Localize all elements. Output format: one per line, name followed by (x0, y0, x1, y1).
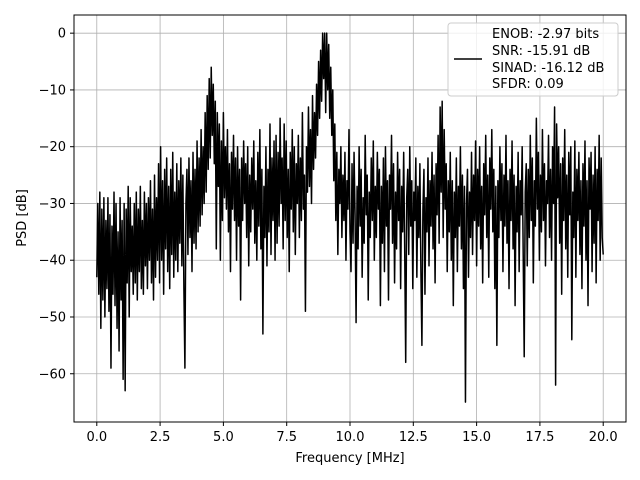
psd-series-line (96, 32, 604, 403)
x-tick-label: 5.0 (213, 430, 234, 445)
legend-box (447, 22, 619, 97)
x-tick-label: 2.5 (150, 430, 171, 445)
x-tick-label: 10.0 (336, 430, 365, 445)
x-tick-label: 20.0 (589, 430, 618, 445)
legend-sinad: SINAD: -16.12 dB (492, 61, 604, 76)
x-tick-label: 15.0 (462, 430, 491, 445)
y-tick-label: −10 (39, 83, 66, 98)
x-tick-label: 17.5 (525, 430, 554, 445)
y-tick-label: −50 (39, 310, 66, 325)
legend-enob: ENOB: -2.97 bits (492, 27, 599, 42)
x-tick-label: 7.5 (276, 430, 297, 445)
x-axis: 0.0 2.5 5.0 7.5 10.0 12.5 15.0 17.5 20.0 (86, 422, 618, 445)
legend: ENOB: -2.97 bits SNR: -15.91 dB SINAD: -… (447, 22, 619, 97)
y-tick-label: −20 (39, 140, 66, 155)
legend-sfdr: SFDR: 0.09 (492, 77, 564, 92)
legend-snr: SNR: -15.91 dB (492, 44, 590, 59)
y-axis-label: PSD [dB] (15, 189, 30, 247)
x-axis-label: Frequency [MHz] (295, 451, 404, 466)
y-axis: 0 −10 −20 −30 −40 −50 −60 (39, 27, 74, 382)
plot-area (96, 32, 604, 403)
y-tick-label: −30 (39, 197, 66, 212)
x-tick-label: 12.5 (399, 430, 428, 445)
y-tick-label: 0 (58, 27, 66, 42)
x-tick-label: 0.0 (86, 430, 107, 445)
y-tick-label: −60 (39, 367, 66, 382)
y-tick-label: −40 (39, 254, 66, 269)
